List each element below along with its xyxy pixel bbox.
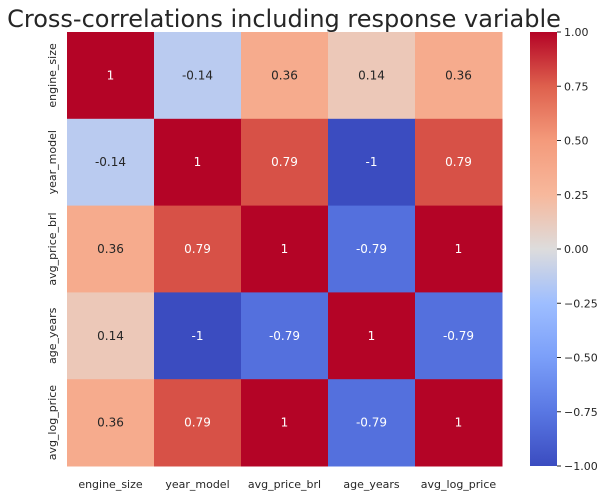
cell-value-label: 0.79 [445, 155, 472, 169]
heatmap-cell [328, 32, 416, 120]
heatmap-cell [415, 205, 503, 293]
cell-value-label: -0.79 [269, 329, 300, 343]
colorbar-tick-label: −0.75 [564, 406, 598, 419]
cell-value-label: 1 [455, 416, 463, 430]
heatmap-cell [328, 118, 416, 207]
cell-value-label: -0.79 [356, 242, 387, 256]
y-tick-label: engine_size [46, 43, 59, 108]
heatmap-cell [154, 118, 242, 207]
heatmap-cell [328, 379, 416, 467]
cell-value-label: -0.14 [182, 68, 213, 82]
cell-value-label: 1 [107, 68, 115, 82]
cell-value-label: -0.79 [356, 416, 387, 430]
heatmap-cell [241, 379, 329, 467]
heatmap-cell [415, 379, 503, 467]
heatmap-cell [67, 205, 155, 293]
heatmap-cell [154, 32, 242, 120]
cell-value-label: 0.36 [97, 242, 124, 256]
x-tick-label: year_model [165, 478, 229, 491]
cell-value-label: 1 [281, 416, 289, 430]
heatmap-cell-labels: 1 -0.14 0.36 0.14 0.36 -0.14 1 0.79 -1 0.79 0.36 0.… [95, 68, 474, 429]
cell-value-label: 1 [281, 242, 289, 256]
heatmap-cell [67, 379, 155, 467]
cell-value-label: -0.14 [95, 155, 126, 169]
heatmap-cell [67, 292, 155, 380]
cell-value-label: 0.79 [271, 155, 298, 169]
colorbar-tick-label: 1.00 [564, 26, 589, 39]
heatmap-cell [415, 32, 503, 120]
colorbar-tick-label: −0.50 [564, 352, 598, 365]
colorbar [530, 32, 557, 466]
heatmap-cell [415, 292, 503, 380]
cell-value-label: 0.14 [97, 329, 124, 343]
cell-value-label: 1 [194, 155, 202, 169]
heatmap-cell [241, 32, 329, 120]
cell-value-label: 1 [455, 242, 463, 256]
heatmap-cell [241, 118, 329, 207]
y-axis-ticks: engine_size year_model avg_price_brl age_ye… [46, 43, 59, 460]
y-tick-label: avg_price_brl [46, 212, 59, 285]
cell-value-label: -0.79 [443, 329, 474, 343]
cell-value-label: 0.79 [184, 416, 211, 430]
cell-value-label: 0.36 [97, 416, 124, 430]
cell-value-label: 0.14 [358, 68, 385, 82]
colorbar-tick-label: 0.00 [564, 243, 589, 256]
heatmap-cell [154, 205, 242, 293]
heatmap-cell [154, 292, 242, 380]
colorbar-tick-label: 0.25 [564, 189, 589, 202]
colorbar-tick-label: −1.00 [564, 460, 598, 473]
y-tick-label: avg_log_price [46, 385, 59, 461]
cell-value-label: -1 [192, 329, 204, 343]
x-tick-label: avg_log_price [421, 478, 497, 491]
x-tick-label: avg_price_brl [248, 478, 321, 491]
colorbar-tick-label: 0.75 [564, 80, 589, 93]
x-tick-label: age_years [343, 478, 400, 491]
cell-value-label: 1 [368, 329, 376, 343]
cell-value-label: 0.79 [184, 242, 211, 256]
x-axis-ticks: engine_size year_model avg_price_brl age_ye… [78, 478, 496, 491]
cell-value-label: -1 [366, 155, 378, 169]
colorbar-ticks: 1.00 0.75 0.50 0.25 0.00 −0.25 −0.50 −0.75 −1.00 [557, 26, 598, 473]
heatmap-cell [241, 205, 329, 293]
colorbar-tick-label: 0.50 [564, 135, 589, 148]
heatmap-cells [67, 32, 503, 467]
heatmap-cell [241, 292, 329, 380]
y-tick-label: age_years [46, 307, 59, 364]
colorbar-tick-label: −0.25 [564, 297, 598, 310]
heatmap-cell [328, 205, 416, 293]
heatmap-cell [67, 118, 155, 207]
heatmap-cell [154, 379, 242, 467]
heatmap-cell [67, 32, 155, 120]
cell-value-label: 0.36 [445, 68, 472, 82]
cell-value-label: 0.36 [271, 68, 298, 82]
heatmap-cell [328, 292, 416, 380]
heatmap-cell [415, 118, 503, 207]
x-tick-label: engine_size [78, 478, 143, 491]
y-tick-label: year_model [46, 130, 59, 194]
chart-title: Cross-correlations including response va… [7, 5, 561, 33]
